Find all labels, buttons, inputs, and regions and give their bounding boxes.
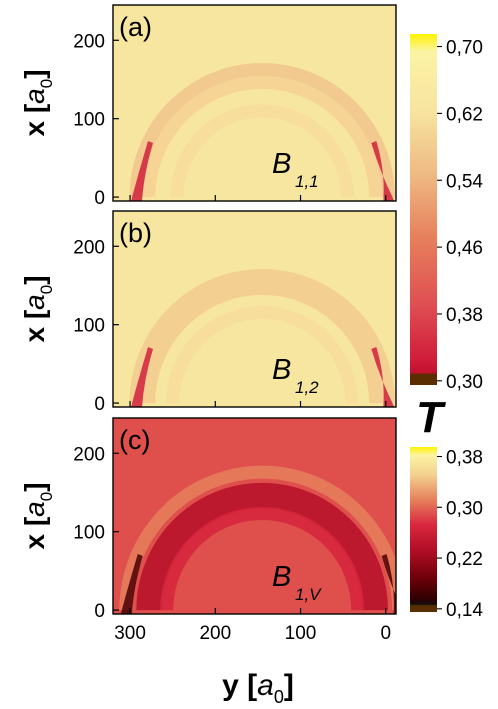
panel-label: (c) — [119, 425, 150, 455]
y-tick-label: 0 — [94, 601, 105, 622]
colorbar-tick-label: 0,30 — [446, 498, 483, 519]
colorbar-tick-label: 0,62 — [446, 104, 483, 125]
colorbar-tick-label: 0,38 — [446, 305, 483, 326]
colorbar-gradient — [410, 447, 437, 612]
heatmap-arc — [129, 269, 395, 404]
colorbar-tick-label: 0,38 — [446, 448, 483, 469]
x-tick-label: 300 — [114, 623, 146, 644]
plot-frame — [112, 210, 397, 408]
y-tick-label: 100 — [73, 523, 105, 544]
panel-annotation-subscript: 1,1 — [295, 172, 319, 191]
colorbar-tick-label: 0,22 — [446, 549, 483, 570]
heatmap-edge — [131, 141, 154, 201]
colorbar-tick-label: 0,30 — [446, 372, 483, 393]
colorbar-title: T — [416, 393, 446, 442]
colorbar-tick-label: 0,54 — [446, 171, 483, 192]
y-axis-label: x [a0] — [19, 69, 56, 136]
colorbar-1: 0,70 0,62 0,54 0,46 0,38 0,30 — [410, 34, 483, 393]
colorbar-gradient — [410, 34, 437, 385]
y-tick-label: 0 — [94, 394, 105, 415]
y-tick-label: 100 — [73, 110, 105, 131]
heatmap-edge — [131, 347, 154, 407]
panel-annotation: B — [272, 354, 291, 386]
heatmap-arc — [160, 506, 365, 611]
heatmap-arc — [166, 306, 359, 404]
panel-label: (b) — [119, 218, 152, 248]
heatmap-edge — [120, 554, 143, 614]
panel-annotation-subscript: 1,2 — [295, 378, 319, 397]
y-tick-label: 0 — [94, 188, 105, 209]
y-axis-label: x [a0] — [19, 482, 56, 549]
panel-label: (a) — [119, 12, 152, 42]
heatmap-edge — [371, 141, 395, 201]
heatmap-arc — [142, 281, 383, 404]
heatmap-edge — [371, 347, 395, 407]
colorbar-tick-label: 0,70 — [446, 38, 483, 59]
heatmap-arc — [149, 495, 376, 611]
heatmap-panel-1: 0 100 200 (a) B1,1 x [a0] — [19, 4, 397, 209]
x-axis-label: y [a0] — [222, 669, 294, 707]
colorbar-tick-label: 0,14 — [446, 600, 483, 621]
x-tick-label: 100 — [285, 623, 317, 644]
plot-frame — [112, 417, 397, 615]
x-tick-label: 0 — [380, 623, 391, 644]
panel-annotation: B — [272, 561, 291, 593]
x-tick-label: 200 — [199, 623, 231, 644]
panel-annotation-subscript: 1,V — [295, 585, 322, 604]
plot-frame — [112, 4, 397, 202]
heatmap-arc — [142, 75, 383, 198]
y-axis-label: x [a0] — [19, 275, 56, 342]
heatmap-edge — [381, 554, 396, 614]
heatmap-arc — [129, 63, 395, 198]
heatmap-arc — [119, 466, 396, 611]
colorbars: 0,70 0,62 0,54 0,46 0,38 0,30 0,38 0,30 0,22 0,14 — [410, 34, 483, 621]
y-tick-label: 200 — [73, 444, 105, 465]
heatmap-arc — [170, 104, 354, 198]
colorbar-tick-label: 0,46 — [446, 238, 483, 259]
y-tick-label: 200 — [73, 31, 105, 52]
panel-annotation: B — [272, 148, 291, 180]
heatmap-arc — [136, 482, 389, 611]
heatmap-panel-2: 0 100 200 (b) B1,2 x [a0] — [19, 210, 397, 415]
y-tick-label: 100 — [73, 316, 105, 337]
y-tick-label: 200 — [73, 237, 105, 258]
colorbar-2: 0,38 0,30 0,22 0,14 — [410, 447, 483, 621]
heatmap-panel-3: 0 100 200 300 200 100 0 (c) B1,V x [a0] y [a0] — [19, 417, 397, 707]
